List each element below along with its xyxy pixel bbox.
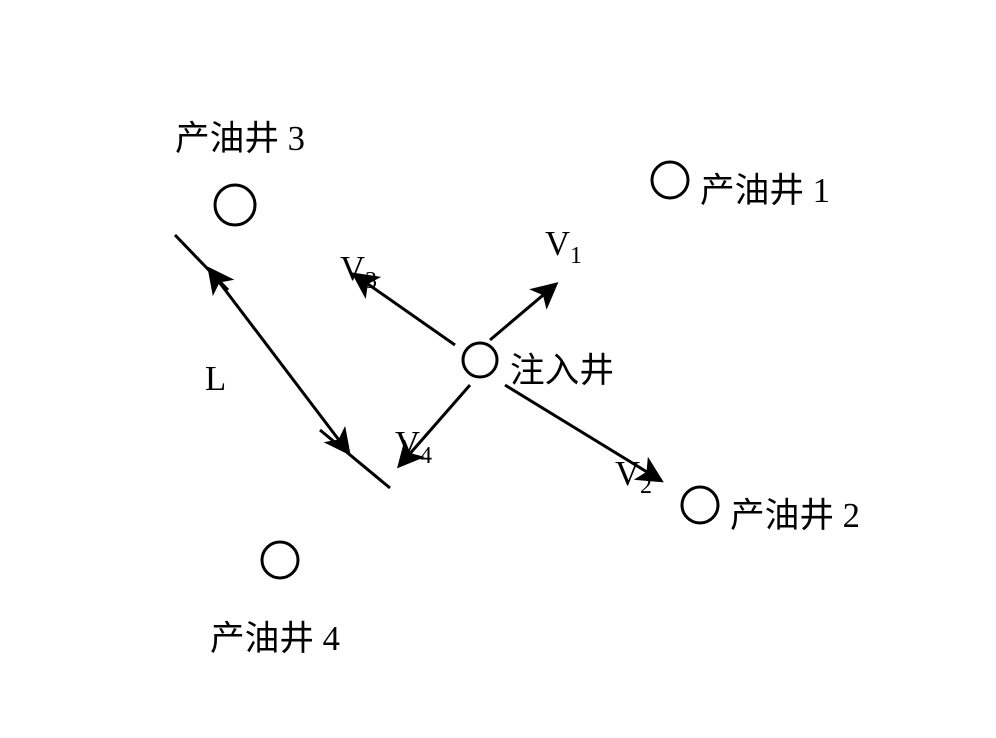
injection-well-label: 注入井 xyxy=(510,342,614,392)
vector-v2-label: V2 xyxy=(615,455,652,500)
vector-v1-label: V1 xyxy=(545,225,582,270)
prod-well-3-node xyxy=(215,185,255,225)
prod-well-2-node xyxy=(682,487,718,523)
measure-L-line xyxy=(210,270,348,452)
prod-well-2-label: 产油井 2 xyxy=(730,487,860,537)
prod-well-1-label: 产油井 1 xyxy=(700,162,830,212)
vector-v3-label: V3 xyxy=(340,250,377,295)
measure-L-tick2 xyxy=(320,430,390,488)
prod-well-1-node xyxy=(652,162,688,198)
diagram-canvas: 注入井 产油井 1 产油井 2 产油井 3 产油井 4 V1 V2 V3 V4 L xyxy=(0,0,996,738)
prod-well-3-label: 产油井 3 xyxy=(175,110,305,160)
vector-v1 xyxy=(490,285,555,340)
vector-v4-label: V4 xyxy=(395,425,432,470)
measure-L-label: L xyxy=(205,360,226,399)
prod-well-4-node xyxy=(262,542,298,578)
nodes-group xyxy=(215,162,718,578)
prod-well-4-label: 产油井 4 xyxy=(210,610,340,660)
diagram-svg xyxy=(0,0,996,738)
injection-well-node xyxy=(463,343,497,377)
